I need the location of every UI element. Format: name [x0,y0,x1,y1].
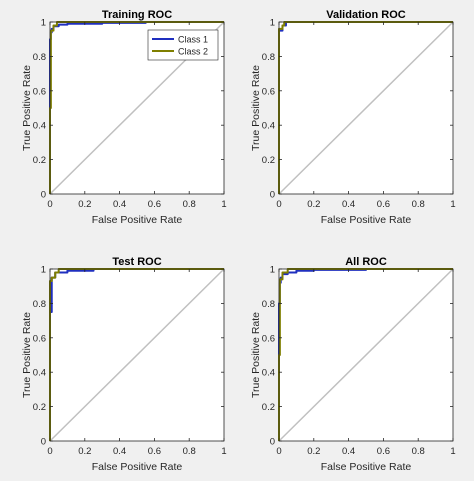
y-tick-label: 0.2 [33,402,46,413]
x-tick-label: 1 [450,446,455,457]
x-tick-label: 1 [221,199,226,210]
series-line-2 [49,268,224,441]
y-tick-label: 1 [41,18,46,29]
y-tick-label: 0 [270,190,275,201]
x-axis-label: False Positive Rate [321,461,412,473]
legend-entry-label: Class 2 [178,47,208,57]
x-tick-label: 0.4 [113,446,126,457]
y-tick-label: 0.4 [262,368,275,379]
y-tick-label: 0 [41,437,46,448]
chart-title: Validation ROC [326,9,406,21]
reference-diagonal-line [49,268,225,442]
x-tick-label: 0.4 [342,446,355,457]
x-tick-label: 1 [450,199,455,210]
y-tick-label: 0.8 [33,299,46,310]
x-tick-label: 0.2 [307,199,320,210]
y-tick-label: 1 [41,265,46,276]
y-tick-label: 0.8 [262,52,275,63]
x-tick-label: 0.8 [412,199,425,210]
x-tick-label: 0.8 [183,446,196,457]
x-tick-label: 0.8 [183,199,196,210]
x-axis-label: False Positive Rate [92,214,183,226]
y-tick-label: 0.6 [262,86,275,97]
y-tick-label: 0 [41,190,46,201]
x-axis-label: False Positive Rate [92,461,183,473]
chart-title: All ROC [345,256,387,268]
roc-panel: 0 0.2 0.4 0.6 0.8 1 0 0.2 0.4 0.6 0.8 1 Validation R… [250,9,456,226]
x-tick-label: 0.2 [78,446,91,457]
y-tick-label: 0 [270,437,275,448]
y-tick-label: 0.8 [33,52,46,63]
reference-diagonal-line [278,21,454,195]
axes-box [49,21,225,195]
x-tick-label: 0 [276,199,281,210]
x-tick-label: 0.4 [113,199,126,210]
y-tick-label: 0.4 [262,121,275,132]
x-axis-label: False Positive Rate [321,214,412,226]
x-tick-label: 0 [47,199,52,210]
y-tick-label: 0.6 [33,86,46,97]
x-tick-label: 1 [221,446,226,457]
x-tick-label: 0.6 [148,446,161,457]
y-tick-label: 0.6 [33,333,46,344]
reference-diagonal-line [278,268,454,442]
axes-box [278,21,454,195]
y-tick-label: 0.2 [262,155,275,166]
x-tick-label: 0 [47,446,52,457]
roc-panel: 0 0.2 0.4 0.6 0.8 1 0 0.2 0.4 0.6 0.8 1 Test ROC Fals… [21,256,227,473]
x-tick-label: 0.6 [377,199,390,210]
axes-box [278,268,454,442]
y-tick-label: 0.2 [262,402,275,413]
x-tick-label: 0.6 [148,199,161,210]
y-axis-label: True Positive Rate [21,65,33,151]
x-tick-label: 0.8 [412,446,425,457]
y-axis-label: True Positive Rate [250,65,262,151]
chart-title: Test ROC [112,256,161,268]
legend: Class 1 Class 2 [147,29,219,61]
y-tick-label: 0.4 [33,368,46,379]
roc-panel: 0 0.2 0.4 0.6 0.8 1 0 0.2 0.4 0.6 0.8 1 Training ROC… [21,9,227,226]
x-tick-label: 0.4 [342,199,355,210]
x-tick-label: 0 [276,446,281,457]
y-axis-label: True Positive Rate [21,312,33,398]
legend-box [147,29,219,61]
x-tick-label: 0.2 [78,199,91,210]
roc-panel: 0 0.2 0.4 0.6 0.8 1 0 0.2 0.4 0.6 0.8 1 All ROC False… [250,256,456,473]
y-tick-label: 1 [270,265,275,276]
y-tick-label: 0.4 [33,121,46,132]
axes-box [49,268,225,442]
x-tick-label: 0.6 [377,446,390,457]
y-tick-label: 0.8 [262,299,275,310]
y-tick-label: 0.2 [33,155,46,166]
y-tick-label: 1 [270,18,275,29]
x-tick-label: 0.2 [307,446,320,457]
y-axis-label: True Positive Rate [250,312,262,398]
legend-entry-label: Class 1 [178,35,208,45]
chart-title: Training ROC [102,9,172,21]
y-tick-label: 0.6 [262,333,275,344]
